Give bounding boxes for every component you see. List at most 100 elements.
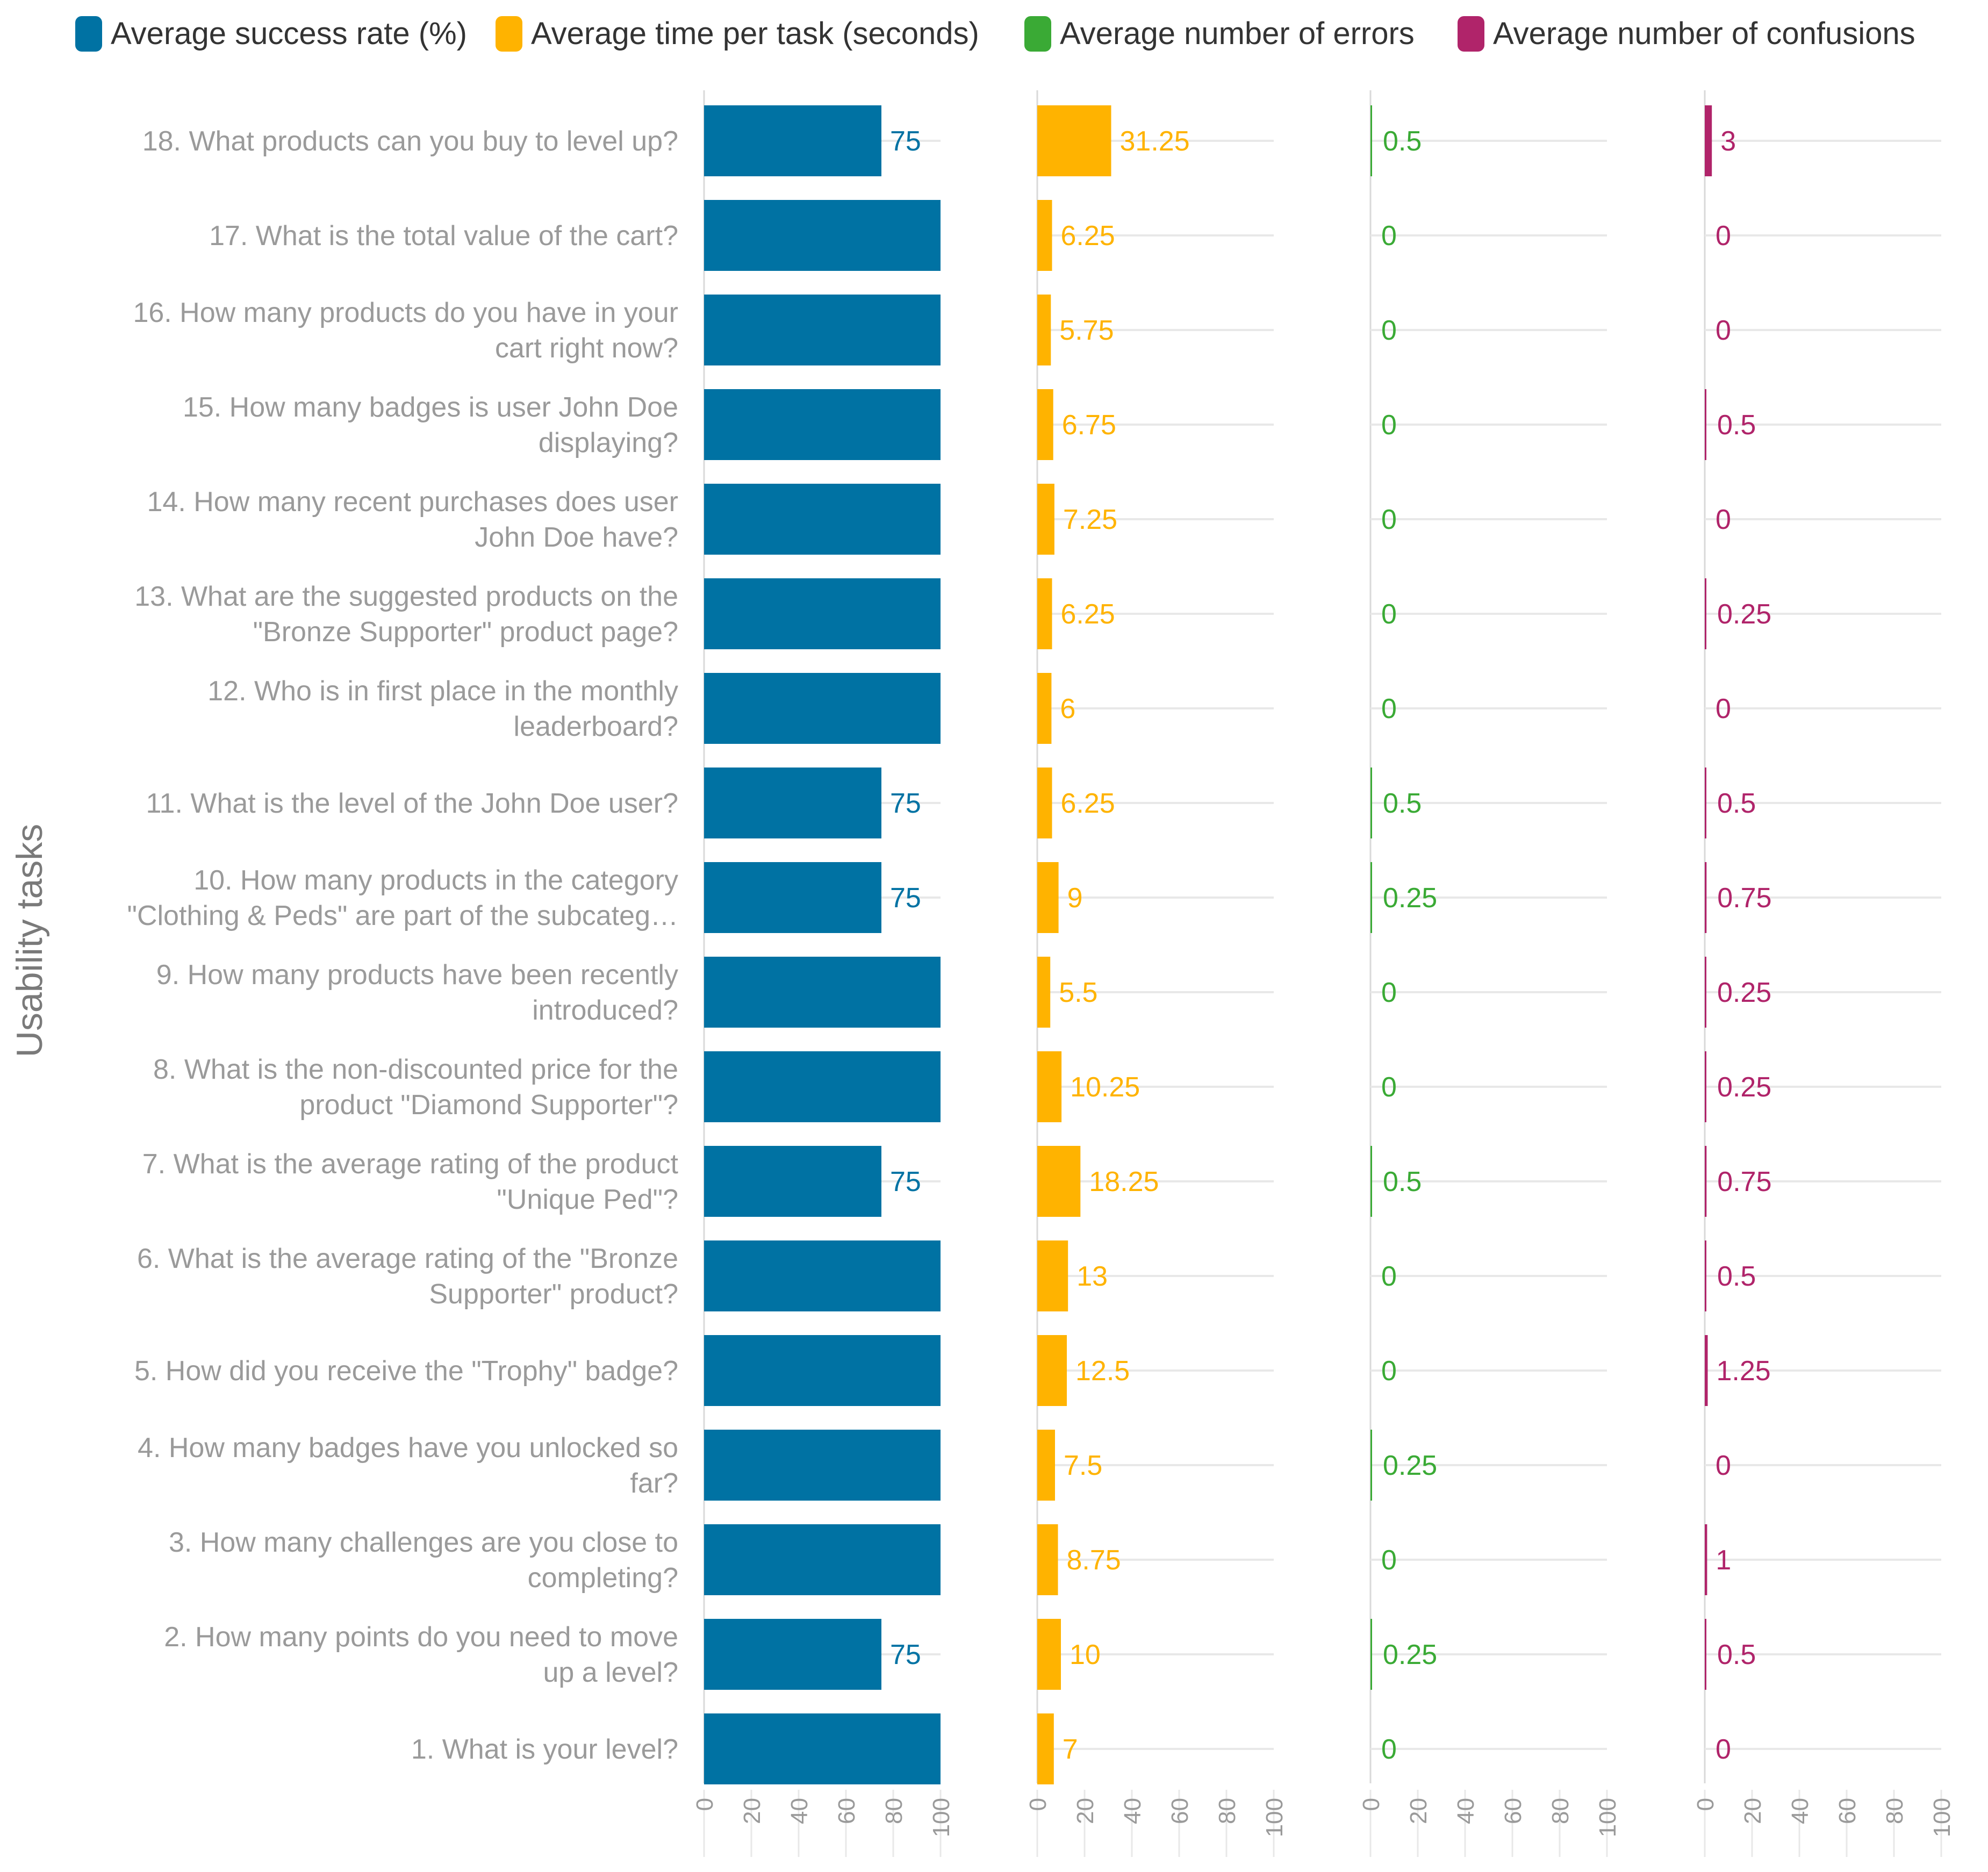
task-label-13: 6. What is the average rating of the "Br… xyxy=(137,1243,678,1310)
panel-3-value-label-1: 0.5 xyxy=(1383,126,1422,157)
task-label-15: 4. How many badges have you unlocked so f… xyxy=(138,1432,678,1499)
panel-2-bar-12 xyxy=(1037,1146,1081,1217)
task-label-2-line-1: 17. What is the total value of the cart? xyxy=(209,220,678,252)
task-label-9-line-2: "Clothing & Peds" are part of the subcat… xyxy=(127,900,678,931)
panel-3-bar-8 xyxy=(1370,768,1372,838)
panel-4-tick-label-0: 0 xyxy=(1692,1798,1719,1811)
panel-2-value-label-9: 9 xyxy=(1067,883,1083,914)
task-label-12-line-1: 7. What is the average rating of the pro… xyxy=(142,1149,679,1180)
panel-3-tick-label-100: 100 xyxy=(1595,1798,1621,1837)
task-label-12: 7. What is the average rating of the pro… xyxy=(142,1149,679,1215)
panel-4-tick-label-20: 20 xyxy=(1740,1798,1766,1824)
panel-2-bar-13 xyxy=(1037,1240,1068,1311)
panel-1-bar-3 xyxy=(704,295,941,365)
y-axis-title: Usability tasks xyxy=(9,824,50,1058)
panel-3-bar-12 xyxy=(1370,1146,1372,1217)
task-label-6: 13. What are the suggested products on t… xyxy=(134,581,678,648)
panel-3-value-label-13: 0 xyxy=(1381,1261,1397,1292)
task-label-17: 2. How many points do you need to move up… xyxy=(164,1622,678,1688)
panel-4-bar-8 xyxy=(1705,768,1706,838)
panel-3-tick-label-60: 60 xyxy=(1500,1798,1526,1824)
panel-4-value-label-6: 0.25 xyxy=(1717,599,1771,630)
panel-2-bar-1 xyxy=(1037,105,1111,176)
panel-1-bar-14 xyxy=(704,1335,941,1406)
legend-label-4: Average number of confusions xyxy=(1493,16,1915,51)
panel-4-bar-14 xyxy=(1705,1335,1708,1406)
panel-2-value-label-13: 13 xyxy=(1076,1261,1108,1292)
panel-2-bar-2 xyxy=(1037,200,1052,271)
legend-swatch-1 xyxy=(75,16,102,52)
panel-2-bar-9 xyxy=(1037,862,1059,933)
panel-2-value-label-2: 6.25 xyxy=(1061,220,1115,252)
panel-1-value-label-1: 75 xyxy=(890,126,921,157)
panel-2-bar-11 xyxy=(1037,1051,1062,1122)
panel-1-bar-10 xyxy=(704,957,941,1028)
panel-4-value-label-7: 0 xyxy=(1716,693,1731,725)
task-label-7: 12. Who is in first place in the monthly… xyxy=(207,676,678,742)
panel-4-bar-17 xyxy=(1705,1619,1706,1690)
panel-2-value-label-1: 31.25 xyxy=(1120,126,1190,157)
task-label-16-line-1: 3. How many challenges are you close to xyxy=(169,1527,678,1558)
task-label-11-line-2: product "Diamond Supporter"? xyxy=(299,1089,678,1121)
panel-2-bar-6 xyxy=(1037,578,1052,649)
panel-2-bar-10 xyxy=(1037,957,1051,1028)
panel-1-value-label-8: 75 xyxy=(890,788,921,819)
task-label-4: 15. How many badges is user John Doe disp… xyxy=(183,392,678,458)
panel-1-bar-2 xyxy=(704,200,941,271)
panel-2-value-label-11: 10.25 xyxy=(1070,1072,1140,1103)
panel-2-bar-18 xyxy=(1037,1713,1054,1784)
panel-2-value-label-17: 10 xyxy=(1070,1639,1101,1670)
panel-3-value-label-6: 0 xyxy=(1381,599,1397,630)
panel-4-value-label-13: 0.5 xyxy=(1717,1261,1756,1292)
task-label-8-line-1: 11. What is the level of the John Doe us… xyxy=(146,788,679,819)
task-label-13-line-1: 6. What is the average rating of the "Br… xyxy=(137,1243,678,1274)
task-label-9-line-1: 10. How many products in the category xyxy=(193,865,678,896)
task-label-9: 10. How many products in the category "Cl… xyxy=(127,865,678,931)
task-label-14-line-1: 5. How did you receive the "Trophy" badg… xyxy=(134,1355,678,1387)
panel-1-value-label-9: 75 xyxy=(890,883,921,914)
panel-4-value-label-1: 3 xyxy=(1720,126,1736,157)
panel-1-bar-8 xyxy=(704,768,881,838)
panel-3-value-label-7: 0 xyxy=(1381,693,1397,725)
legend-label-3: Average number of errors xyxy=(1060,16,1415,51)
panel-2-value-label-12: 18.25 xyxy=(1089,1166,1159,1197)
task-label-5-line-1: 14. How many recent purchases does user xyxy=(147,486,678,518)
legend-swatch-2 xyxy=(496,16,522,52)
panel-2-value-label-18: 7 xyxy=(1063,1734,1078,1765)
panel-3-value-label-9: 0.25 xyxy=(1383,883,1437,914)
panel-2-bar-14 xyxy=(1037,1335,1067,1406)
task-label-10-line-2: introduced? xyxy=(532,995,678,1026)
panel-4-value-label-11: 0.25 xyxy=(1717,1072,1771,1103)
panel-1-tick-label-80: 80 xyxy=(881,1798,907,1824)
panel-3-tick-label-20: 20 xyxy=(1405,1798,1432,1824)
panel-2-tick-label-0: 0 xyxy=(1025,1798,1051,1811)
panel-4-tick-label-80: 80 xyxy=(1882,1798,1908,1824)
panel-4-bar-10 xyxy=(1705,957,1706,1028)
panel-2-bar-8 xyxy=(1037,768,1052,838)
task-label-8: 11. What is the level of the John Doe us… xyxy=(146,788,679,819)
task-label-16: 3. How many challenges are you close to c… xyxy=(169,1527,678,1594)
panel-2-bar-16 xyxy=(1037,1524,1058,1595)
panel-3-value-label-2: 0 xyxy=(1381,220,1397,252)
panel-2-tick-label-100: 100 xyxy=(1261,1798,1288,1837)
panel-3-tick-label-40: 40 xyxy=(1453,1798,1479,1824)
task-label-4-line-2: displaying? xyxy=(539,427,678,458)
panel-3-value-label-11: 0 xyxy=(1381,1072,1397,1103)
panel-3-bar-15 xyxy=(1370,1430,1372,1501)
panel-2-tick-label-80: 80 xyxy=(1214,1798,1240,1824)
panel-1-bar-17 xyxy=(704,1619,881,1690)
panel-2-value-label-7: 6 xyxy=(1060,693,1075,725)
task-label-10-line-1: 9. How many products have been recently xyxy=(156,959,678,991)
task-label-13-line-2: Supporter" product? xyxy=(429,1279,678,1310)
task-label-10: 9. How many products have been recently i… xyxy=(156,959,678,1026)
panel-3-value-label-16: 0 xyxy=(1381,1545,1397,1576)
panel-1-bar-18 xyxy=(704,1713,941,1784)
panel-1-bar-7 xyxy=(704,673,941,744)
panel-3-bar-17 xyxy=(1370,1619,1372,1690)
panel-3-value-label-10: 0 xyxy=(1381,977,1397,1008)
task-label-1: 18. What products can you buy to level u… xyxy=(142,126,678,157)
panel-1-bar-12 xyxy=(704,1146,881,1217)
panel-4-bar-4 xyxy=(1705,389,1706,460)
panel-3-tick-label-80: 80 xyxy=(1547,1798,1574,1824)
